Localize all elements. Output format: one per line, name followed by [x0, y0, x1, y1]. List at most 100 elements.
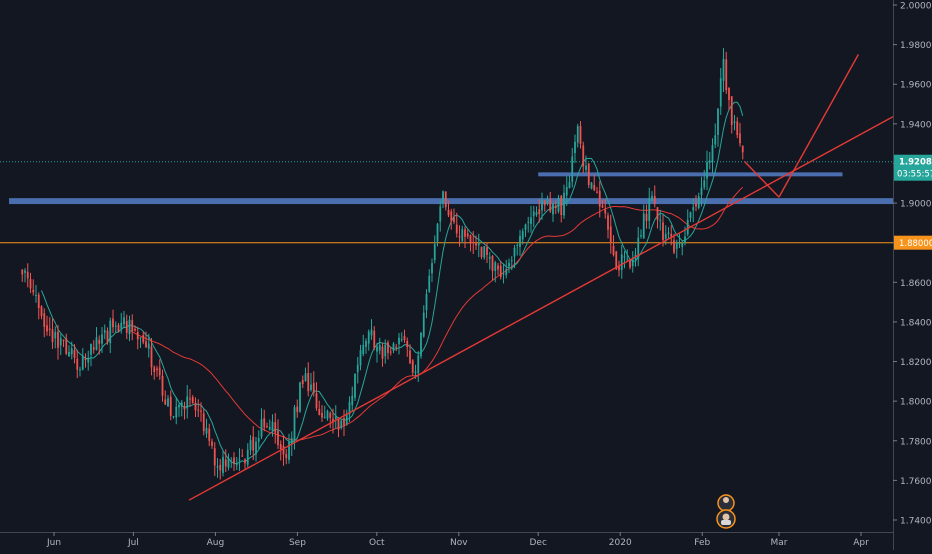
- candle-body: [288, 441, 290, 460]
- candle-body: [678, 243, 681, 245]
- horizontal-lines-layer: [0, 161, 893, 244]
- candle: [565, 176, 568, 206]
- candle-body: [598, 190, 601, 207]
- candle: [142, 331, 145, 345]
- candle: [521, 228, 524, 245]
- candle: [158, 359, 161, 380]
- candle: [436, 222, 439, 247]
- y-tick-label: 1.90000: [900, 200, 932, 210]
- candle-body: [497, 265, 499, 270]
- candle-body: [464, 229, 466, 237]
- candle-body: [186, 396, 189, 409]
- candle: [128, 315, 131, 342]
- candle: [376, 342, 378, 363]
- candle: [475, 235, 477, 251]
- candle: [167, 395, 169, 407]
- candle: [703, 170, 706, 190]
- candle: [266, 422, 268, 429]
- moving-averages-layer: [41, 101, 744, 465]
- candle: [277, 419, 279, 449]
- candle-body: [477, 243, 480, 246]
- zone-rect-1[interactable]: [538, 172, 843, 177]
- candle: [579, 121, 582, 149]
- candle: [395, 343, 398, 352]
- candle-body: [387, 342, 389, 353]
- candle-body: [565, 186, 568, 196]
- candle: [274, 413, 277, 444]
- candle: [571, 147, 574, 188]
- candle-body: [623, 256, 626, 258]
- trendline-1[interactable]: [744, 160, 780, 198]
- candle: [381, 342, 384, 367]
- candle-body: [659, 220, 662, 222]
- candle-body: [436, 223, 439, 242]
- candle: [557, 194, 560, 214]
- candle: [714, 123, 717, 149]
- trendline-0[interactable]: [188, 113, 899, 501]
- trendlines-layer[interactable]: [188, 54, 899, 501]
- candle: [422, 305, 425, 338]
- candle-body: [719, 78, 722, 107]
- candle-body: [282, 445, 285, 455]
- candle: [54, 326, 57, 349]
- candle: [519, 229, 521, 256]
- candle-body: [136, 332, 139, 340]
- candle: [670, 225, 673, 246]
- candle: [238, 448, 241, 471]
- candle: [367, 329, 370, 351]
- candle: [431, 258, 433, 282]
- candle-body: [609, 226, 612, 243]
- candle: [194, 397, 197, 417]
- zone-rect-0[interactable]: [9, 198, 894, 205]
- candle-body: [664, 233, 667, 239]
- y-tick-label: 1.86000: [900, 279, 932, 289]
- level-price-tag: [894, 235, 932, 250]
- candle: [312, 371, 315, 397]
- candle: [222, 451, 224, 477]
- candle: [219, 458, 222, 480]
- candle: [554, 200, 557, 215]
- candle: [147, 333, 150, 358]
- candle-body: [205, 428, 208, 434]
- x-tick-label: Dec: [529, 538, 546, 548]
- candle: [620, 245, 623, 279]
- candle-body: [706, 162, 708, 179]
- candle-body: [546, 199, 549, 203]
- candle-body: [271, 421, 274, 431]
- candle-body: [315, 393, 318, 409]
- candle-body: [686, 219, 689, 235]
- candle: [90, 343, 92, 367]
- candle-body: [491, 255, 494, 271]
- candle: [505, 259, 508, 279]
- candle: [24, 268, 26, 283]
- trendline-2[interactable]: [778, 54, 859, 198]
- candle: [103, 324, 106, 340]
- candle-body: [359, 350, 362, 366]
- candle-body: [494, 262, 497, 271]
- avatar-layer[interactable]: [716, 494, 736, 529]
- candle: [246, 443, 249, 468]
- candle-body: [158, 367, 161, 376]
- candle-body: [216, 466, 219, 468]
- candle: [409, 344, 411, 365]
- candle-body: [508, 262, 510, 267]
- candle: [180, 400, 183, 417]
- y-tick-label: 1.84000: [900, 318, 932, 328]
- candle-body: [106, 330, 109, 342]
- candle-body: [150, 346, 153, 368]
- candle-body: [527, 221, 530, 223]
- candle: [508, 258, 510, 273]
- price-axis-bg[interactable]: [893, 0, 932, 550]
- candle: [164, 390, 167, 405]
- candle-body: [615, 251, 618, 270]
- time-axis-bg[interactable]: [0, 532, 893, 550]
- candle: [29, 272, 32, 294]
- candle-body: [293, 407, 296, 441]
- candle-body: [95, 337, 98, 350]
- candle-body: [37, 294, 40, 309]
- candle-body: [285, 454, 288, 459]
- candle-body: [739, 133, 741, 144]
- candle-body: [290, 437, 293, 445]
